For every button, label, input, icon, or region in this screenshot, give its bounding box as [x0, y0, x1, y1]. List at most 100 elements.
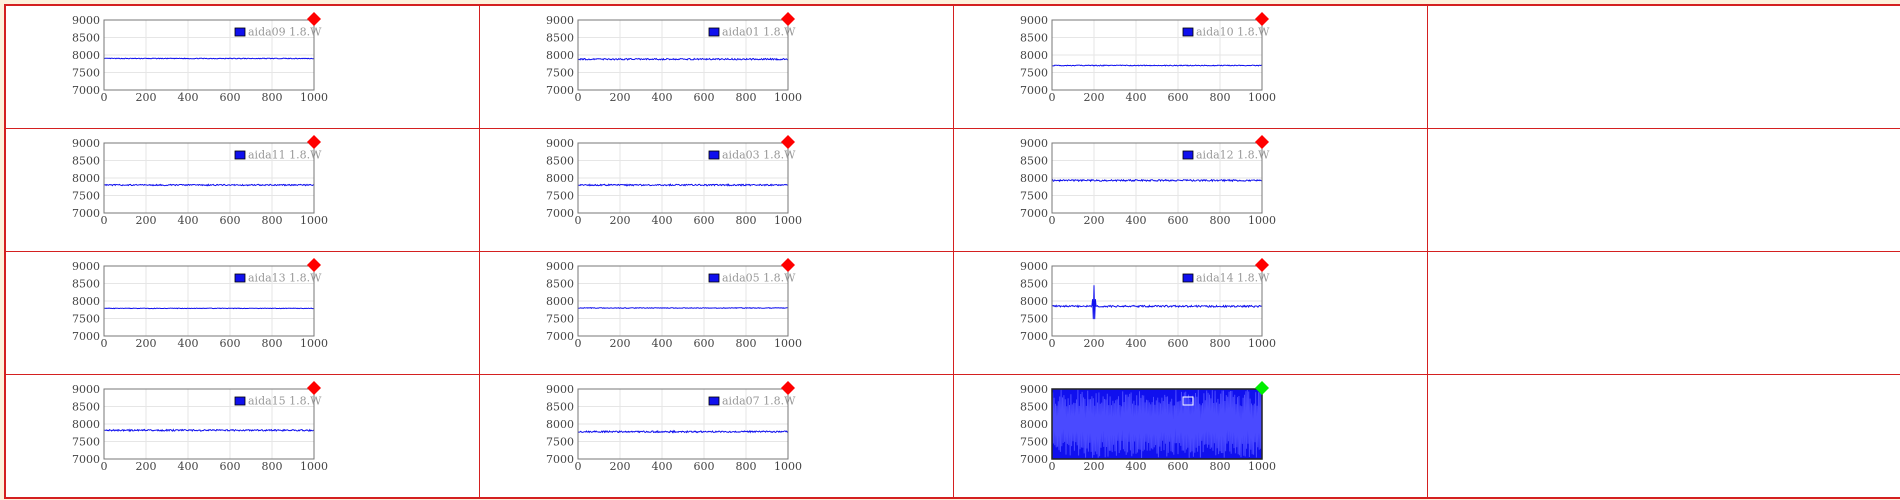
green-diamond-icon [1255, 381, 1269, 395]
legend-swatch [708, 273, 720, 283]
x-tick-label: 800 [1210, 214, 1231, 227]
plot-frame [577, 265, 789, 337]
y-tick-label: 8000 [546, 172, 574, 185]
y-tick-label: 9000 [1020, 137, 1048, 150]
y-tick-label: 7000 [72, 84, 100, 97]
legend-label: aida03 1.8.W [722, 149, 796, 162]
x-tick-label: 1000 [774, 460, 802, 473]
series-line [1051, 285, 1263, 320]
plot-frame [1051, 142, 1263, 214]
x-tick-label: 800 [262, 214, 283, 227]
legend-swatch [234, 27, 246, 37]
plot-frame [103, 388, 315, 460]
x-tick-label: 200 [1084, 460, 1105, 473]
legend-label: aida09 1.8.W [248, 26, 322, 39]
red-diamond-icon [307, 258, 321, 272]
line-chart: 7000 7500 8000 8500 9000 0 200 400 600 800 1000 aid… [72, 381, 328, 473]
x-tick-label: 400 [652, 91, 673, 104]
x-tick-label: 400 [1126, 214, 1147, 227]
x-tick-label: 400 [178, 337, 199, 350]
plot-frame [1051, 388, 1263, 460]
x-tick-label: 400 [178, 214, 199, 227]
x-tick-label: 200 [136, 91, 157, 104]
y-tick-label: 8000 [1020, 172, 1048, 185]
y-tick-label: 9000 [72, 383, 100, 396]
x-tick-label: 800 [262, 337, 283, 350]
x-tick-label: 200 [136, 460, 157, 473]
legend-label: aida14 1.8.W [1196, 272, 1270, 285]
red-diamond-icon [781, 12, 795, 26]
x-tick-label: 1000 [300, 91, 328, 104]
x-tick-label: 200 [610, 337, 631, 350]
y-tick-label: 8500 [72, 278, 100, 291]
y-tick-label: 9000 [1020, 260, 1048, 273]
plot-frame [103, 142, 315, 214]
y-tick-label: 8000 [1020, 418, 1048, 431]
y-tick-label: 7500 [72, 313, 100, 326]
x-tick-label: 600 [1168, 460, 1189, 473]
x-tick-label: 800 [1210, 337, 1231, 350]
x-tick-label: 1000 [300, 337, 328, 350]
x-tick-label: 600 [220, 214, 241, 227]
plot-frame [577, 19, 789, 91]
chart-panel: 7000 7500 8000 8500 9000 0 200 400 600 800 1000 aid… [6, 6, 479, 128]
x-tick-label: 1000 [774, 337, 802, 350]
x-tick-label: 0 [1049, 337, 1056, 350]
x-tick-label: 600 [694, 460, 715, 473]
chart-panel: 7000 7500 8000 8500 9000 0 200 400 600 800 1000 aid… [6, 375, 479, 497]
x-tick-label: 200 [136, 214, 157, 227]
y-tick-label: 8500 [546, 155, 574, 168]
y-tick-label: 8500 [1020, 155, 1048, 168]
series-line [1051, 64, 1263, 67]
panel-r4c4 [1428, 375, 1900, 497]
x-tick-label: 400 [178, 91, 199, 104]
legend-swatch [708, 27, 720, 37]
y-tick-label: 7500 [546, 313, 574, 326]
x-tick-label: 1000 [300, 460, 328, 473]
line-chart: 7000 7500 8000 8500 9000 0 200 400 600 800 1000 aid… [546, 381, 802, 473]
chart-panel: 7000 7500 8000 8500 9000 0 200 400 600 800 1000 aid… [954, 6, 1427, 128]
y-tick-label: 8000 [546, 295, 574, 308]
x-tick-label: 1000 [1248, 460, 1276, 473]
x-tick-label: 1000 [300, 214, 328, 227]
line-chart: 7000 7500 8000 8500 9000 0 200 400 600 800 1000 aid… [72, 135, 328, 227]
x-tick-label: 400 [652, 214, 673, 227]
y-tick-label: 8500 [1020, 278, 1048, 291]
y-tick-label: 7000 [72, 453, 100, 466]
series-line [103, 183, 314, 187]
x-tick-label: 0 [1049, 214, 1056, 227]
x-tick-label: 800 [736, 337, 757, 350]
x-tick-label: 0 [1049, 460, 1056, 473]
y-tick-label: 9000 [546, 14, 574, 27]
y-tick-label: 8500 [546, 401, 574, 414]
x-tick-label: 600 [220, 91, 241, 104]
y-tick-label: 8000 [72, 418, 100, 431]
series-line [1051, 178, 1263, 183]
legend-swatch [708, 396, 720, 406]
chart-panel: 7000 7500 8000 8500 9000 0 200 400 600 800 1000 aid… [480, 6, 953, 128]
y-tick-label: 7000 [546, 330, 574, 343]
y-tick-label: 7500 [72, 190, 100, 203]
line-chart: 7000 7500 8000 8500 9000 0 200 400 600 800 1000 aid… [546, 258, 802, 350]
legend-swatch [234, 150, 246, 160]
line-chart: 7000 7500 8000 8500 9000 0 200 400 600 800 1000 [1020, 381, 1276, 473]
legend-label: aida12 1.8.W [1196, 149, 1270, 162]
y-tick-label: 7000 [72, 330, 100, 343]
chart-panel: 7000 7500 8000 8500 9000 0 200 400 600 800 1000 aid… [954, 252, 1427, 374]
y-tick-label: 9000 [1020, 14, 1048, 27]
x-tick-label: 0 [575, 460, 582, 473]
series-line [103, 307, 315, 310]
x-tick-label: 200 [1084, 214, 1105, 227]
y-tick-label: 8000 [72, 295, 100, 308]
y-tick-label: 7000 [1020, 330, 1048, 343]
y-tick-label: 7000 [546, 453, 574, 466]
red-diamond-icon [307, 381, 321, 395]
x-tick-label: 600 [694, 214, 715, 227]
line-chart: 7000 7500 8000 8500 9000 0 200 400 600 800 1000 aid… [72, 12, 328, 104]
red-diamond-icon [307, 12, 321, 26]
y-tick-label: 7500 [72, 67, 100, 80]
x-tick-label: 0 [101, 337, 108, 350]
y-tick-label: 9000 [546, 137, 574, 150]
x-tick-label: 1000 [774, 91, 802, 104]
y-tick-label: 9000 [72, 260, 100, 273]
